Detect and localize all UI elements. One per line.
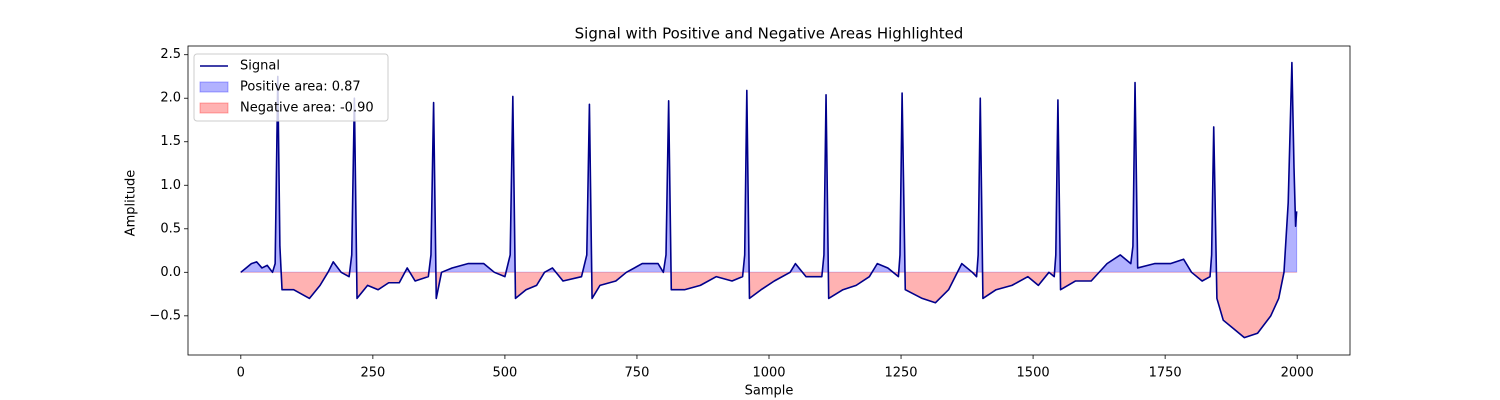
legend-label: Negative area: -0.90: [240, 101, 374, 116]
legend-patch: [199, 81, 229, 93]
y-axis-label: Amplitude: [124, 170, 139, 237]
legend-label: Positive area: 0.87: [240, 80, 361, 95]
legend-box: [193, 53, 389, 122]
x-tick-label: 1250: [884, 366, 917, 381]
plot-area: [239, 61, 1298, 339]
legend-label: Signal: [240, 59, 280, 74]
y-tick-label: 2.0: [160, 91, 181, 106]
positive-area: [240, 62, 1298, 273]
y-tick-label: 0.0: [160, 265, 181, 280]
x-tick-label: 1750: [1149, 366, 1182, 381]
negative-area: [239, 272, 1298, 339]
x-tick-label: 1500: [1017, 366, 1050, 381]
legend-patch: [199, 102, 229, 114]
x-tick-label: 2000: [1281, 366, 1314, 381]
x-tick-label: 500: [492, 366, 517, 381]
x-tick-label: 0: [237, 366, 245, 381]
y-tick-label: 1.0: [160, 178, 181, 193]
x-axis-label: Sample: [745, 384, 794, 399]
signal-line: [240, 61, 1298, 339]
y-tick-label: 0.5: [160, 221, 181, 236]
chart-title: Signal with Positive and Negative Areas …: [575, 25, 964, 43]
x-tick-label: 250: [360, 366, 385, 381]
legend: Signal Positive area: 0.87 Negative area: …: [193, 53, 389, 122]
x-tick-label: 750: [625, 366, 650, 381]
y-tick-label: 1.5: [160, 134, 181, 149]
y-tick-label: 2.5: [160, 47, 181, 62]
y-tick-label: −0.5: [149, 308, 181, 323]
x-tick-label: 1000: [752, 366, 785, 381]
